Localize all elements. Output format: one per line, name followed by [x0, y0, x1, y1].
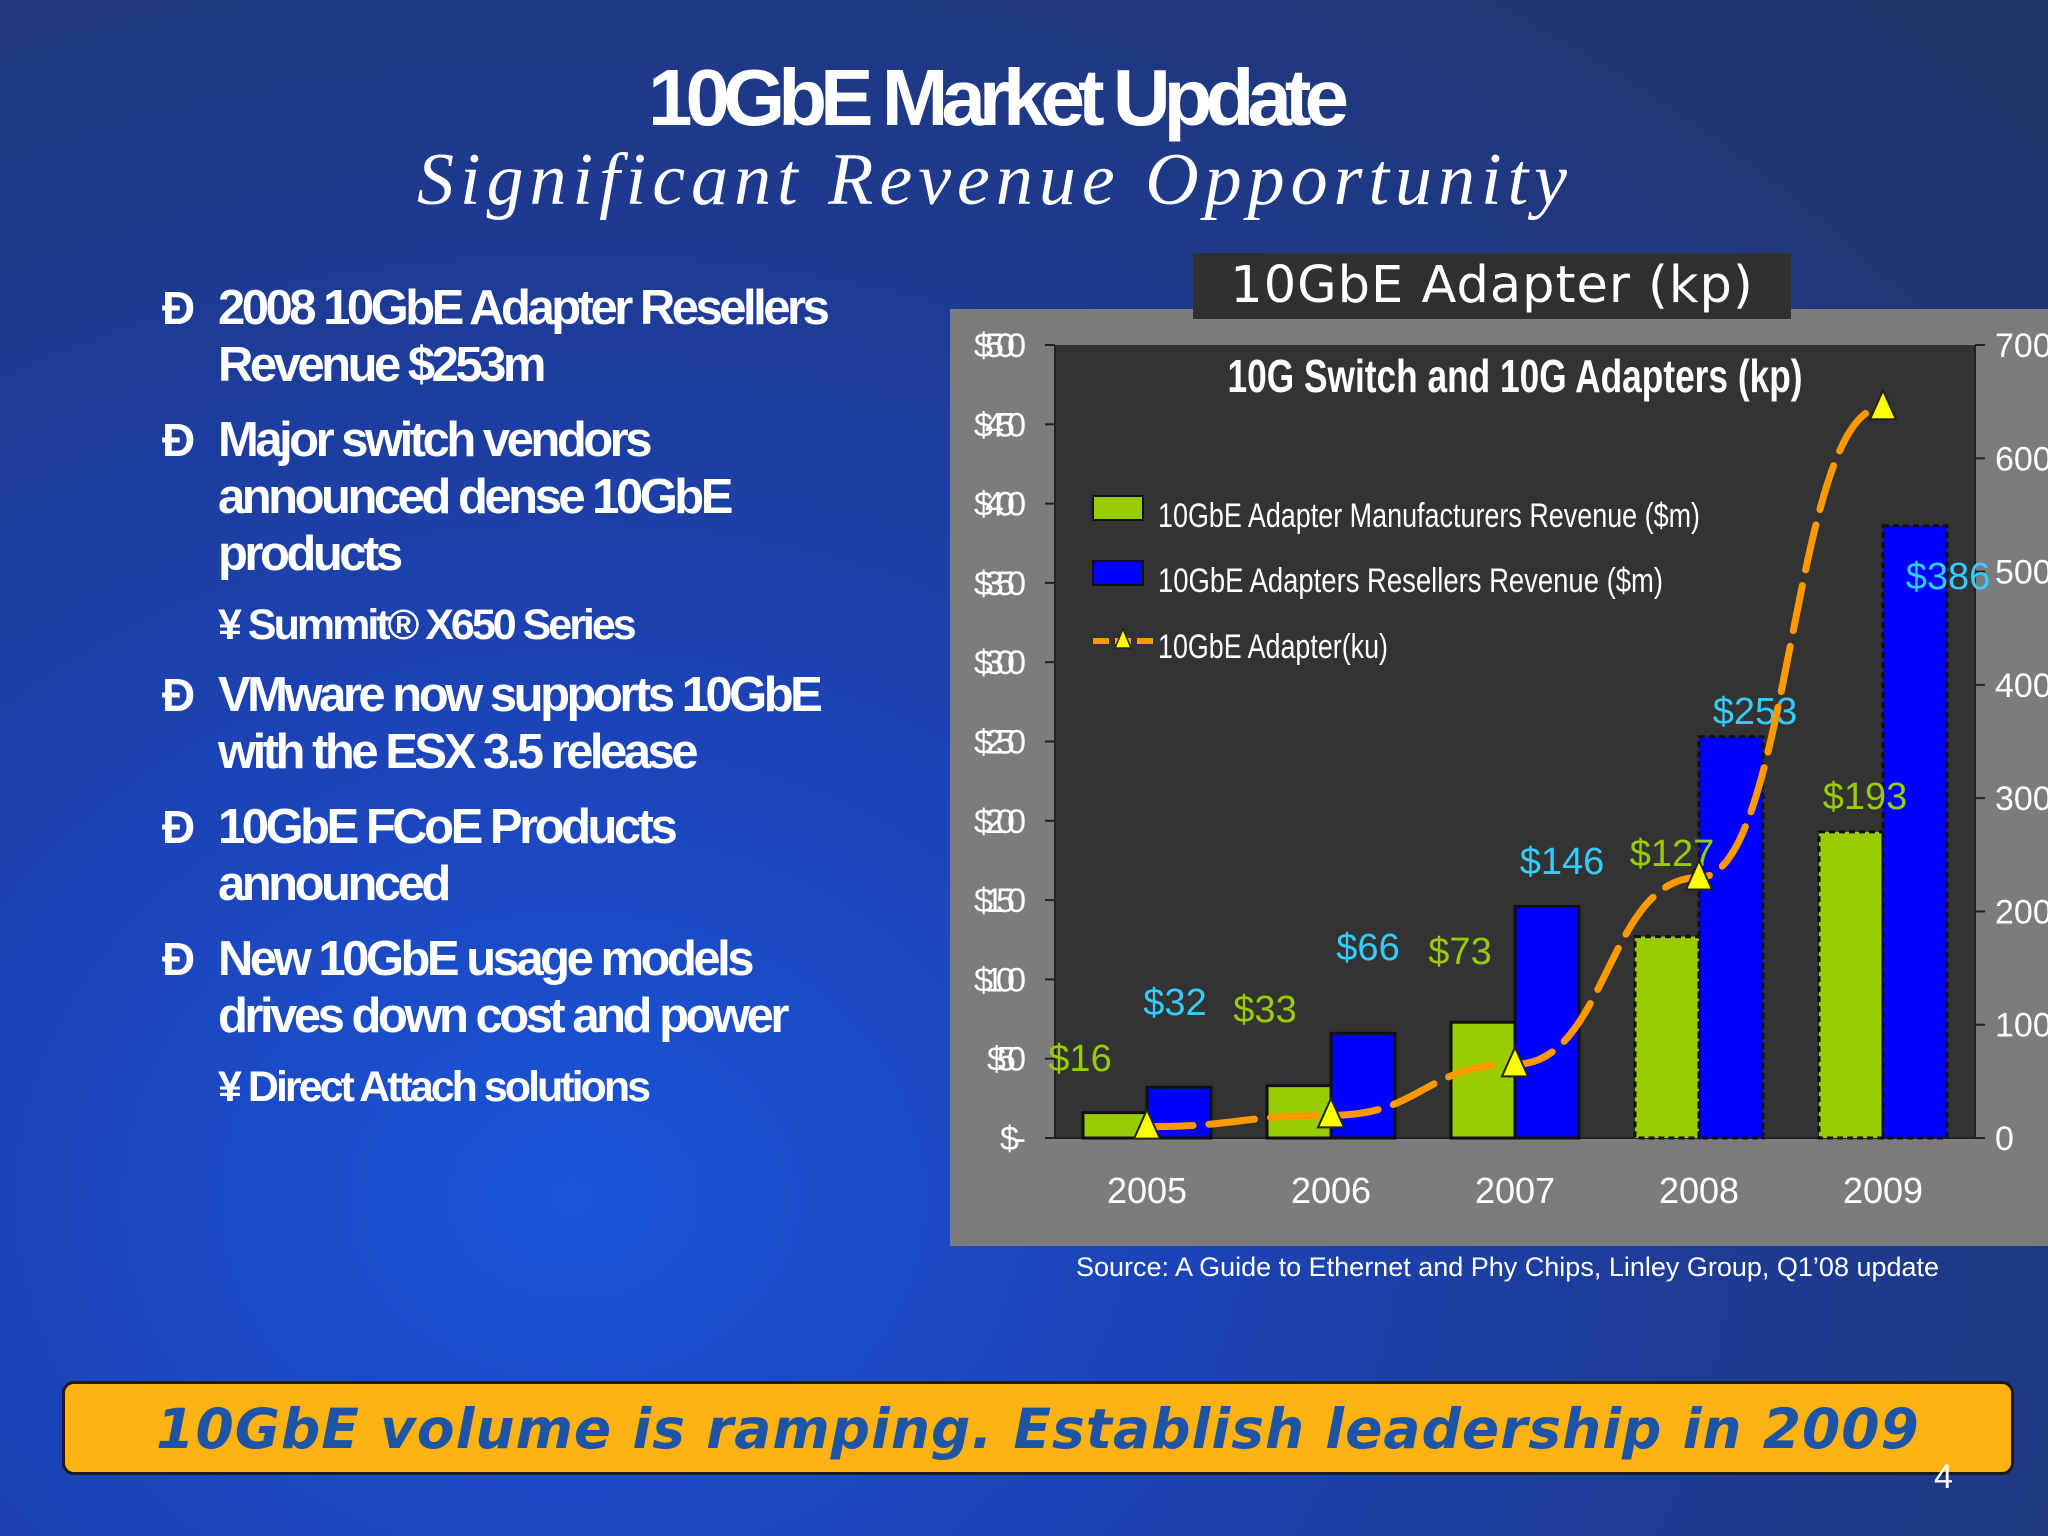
legend-label: 10GbE Adapters Resellers Revenue ($m)	[1158, 562, 1663, 600]
sub-bullet-text: Direct Attach solutions	[247, 1063, 651, 1111]
chart-header: 10GbE Adapter (kp)	[1193, 253, 1791, 319]
y-right-tick-label: 100	[1995, 1007, 2048, 1045]
adapter-units-marker	[1500, 1044, 1530, 1078]
adapter-units-marker	[1316, 1095, 1346, 1129]
slide-title: 10GbE Market Update	[648, 53, 1349, 142]
y-left-tick-label: $400	[974, 486, 1026, 524]
sub-bullet-text: Summit® X650 Series	[247, 601, 637, 649]
x-tick-label: 2006	[1291, 1170, 1371, 1211]
sub-bullet-item: ¥ Direct Attach solutions	[160, 1059, 880, 1115]
y-right-tick-label: 600	[1995, 440, 2048, 478]
bullet-marker-icon: Ð	[162, 669, 196, 721]
bullet-item: Ð Major switch vendors announced dense 1…	[160, 412, 880, 583]
bullet-text: VMware now supports 10GbE with the ESX 3…	[218, 668, 823, 779]
bar-data-label: $386	[1906, 556, 1991, 598]
bar-manufacturers-revenue	[1633, 935, 1701, 1140]
y-left-tick-label: $200	[974, 803, 1026, 841]
x-tick-label: 2008	[1659, 1170, 1739, 1211]
y-left-tick-label: $300	[974, 644, 1026, 682]
bar-manufacturers-revenue	[1817, 830, 1885, 1140]
adapter-units-marker	[1132, 1107, 1162, 1140]
bullet-marker-icon: Ð	[162, 414, 196, 466]
chart-title: 10G Switch and 10G Adapters (kp)	[1228, 350, 1803, 402]
adapter-units-line	[1143, 403, 1887, 1131]
x-tick-label: 2005	[1107, 1170, 1187, 1211]
legend-marker-icon	[1113, 627, 1133, 649]
y-right-tick-label: 0	[1995, 1120, 2014, 1158]
sub-bullet-marker-icon: ¥	[218, 601, 242, 649]
y-left-tick-label: $50	[987, 1041, 1026, 1079]
y-left-tick-label: $100	[974, 961, 1026, 999]
y-right-tick-label: 500	[1995, 554, 2048, 592]
adapter-units-marker	[1868, 387, 1898, 421]
adapter-units-marker	[1684, 857, 1714, 891]
bullet-marker-icon: Ð	[162, 282, 196, 334]
bar-resellers-revenue	[1881, 524, 1949, 1140]
bullet-text: Major switch vendors announced dense 10G…	[218, 413, 733, 581]
y-left-tick-label: $-	[1000, 1120, 1026, 1158]
bar-data-label: $73	[1428, 931, 1491, 973]
y-left-tick-label: $150	[974, 882, 1026, 920]
bar-data-label: $32	[1143, 982, 1206, 1024]
legend-label: 10GbE Adapter(ku)	[1158, 628, 1388, 666]
bullet-text: 10GbE FCoE Products announced	[218, 800, 678, 911]
y-left-tick-label: $350	[974, 565, 1026, 603]
callout-banner-text: 10GbE volume is ramping. Establish leade…	[156, 1397, 1920, 1461]
legend-swatch	[1092, 560, 1144, 586]
legend-swatch	[1092, 495, 1144, 521]
bar-data-label: $66	[1336, 927, 1399, 969]
bullet-list: Ð 2008 10GbE Adapter Resellers Revenue $…	[160, 280, 880, 1129]
bar-manufacturers-revenue	[1265, 1084, 1333, 1140]
chart-panel: $- $50 $100 $150 $200 $250 $300 $350 $400 $450 $50…	[950, 309, 2048, 1246]
bullet-marker-icon: Ð	[162, 933, 196, 985]
y-right-tick-label: 200	[1995, 893, 2048, 931]
y-right-tick-label: 300	[1995, 780, 2048, 818]
bullet-item: Ð New 10GbE usage models drives down cos…	[160, 931, 880, 1045]
bar-data-label: $16	[1048, 1038, 1111, 1080]
bullet-item: Ð 2008 10GbE Adapter Resellers Revenue $…	[160, 280, 880, 394]
legend-label: 10GbE Adapter Manufacturers Revenue ($m)	[1158, 497, 1700, 535]
bullet-text: New 10GbE usage models drives down cost …	[218, 932, 789, 1043]
sub-bullet-item: ¥ Summit® X650 Series	[160, 597, 880, 653]
sub-bullet-marker-icon: ¥	[218, 1063, 242, 1111]
bar-data-label: $253	[1713, 691, 1798, 733]
bar-data-label: $33	[1233, 989, 1296, 1031]
x-tick-label: 2009	[1843, 1170, 1923, 1211]
y-right-tick-label: 700	[1995, 327, 2048, 365]
bullet-marker-icon: Ð	[162, 801, 196, 853]
bar-data-label: $146	[1520, 841, 1605, 883]
slide-subtitle: Significant Revenue Opportunity	[417, 139, 1573, 221]
page-number: 4	[1934, 1458, 1953, 1496]
source-note: Source: A Guide to Ethernet and Phy Chip…	[1076, 1252, 1940, 1282]
bar-data-label: $193	[1823, 776, 1908, 818]
y-left-tick-label: $500	[974, 327, 1026, 365]
y-left-tick-label: $450	[974, 406, 1026, 444]
y-left-tick-label: $250	[974, 724, 1026, 762]
y-right-tick-label: 400	[1995, 667, 2048, 705]
revenue-chart: $- $50 $100 $150 $200 $250 $300 $350 $400 $450 $50…	[974, 327, 2048, 1211]
callout-banner: 10GbE volume is ramping. Establish leade…	[62, 1381, 2014, 1475]
bar-manufacturers-revenue	[1449, 1020, 1517, 1140]
bar-resellers-revenue	[1513, 904, 1581, 1140]
x-tick-label: 2007	[1475, 1170, 1555, 1211]
bullet-item: Ð 10GbE FCoE Products announced	[160, 799, 880, 913]
bullet-item: Ð VMware now supports 10GbE with the ESX…	[160, 667, 880, 781]
bullet-text: 2008 10GbE Adapter Resellers Revenue $25…	[218, 281, 830, 392]
